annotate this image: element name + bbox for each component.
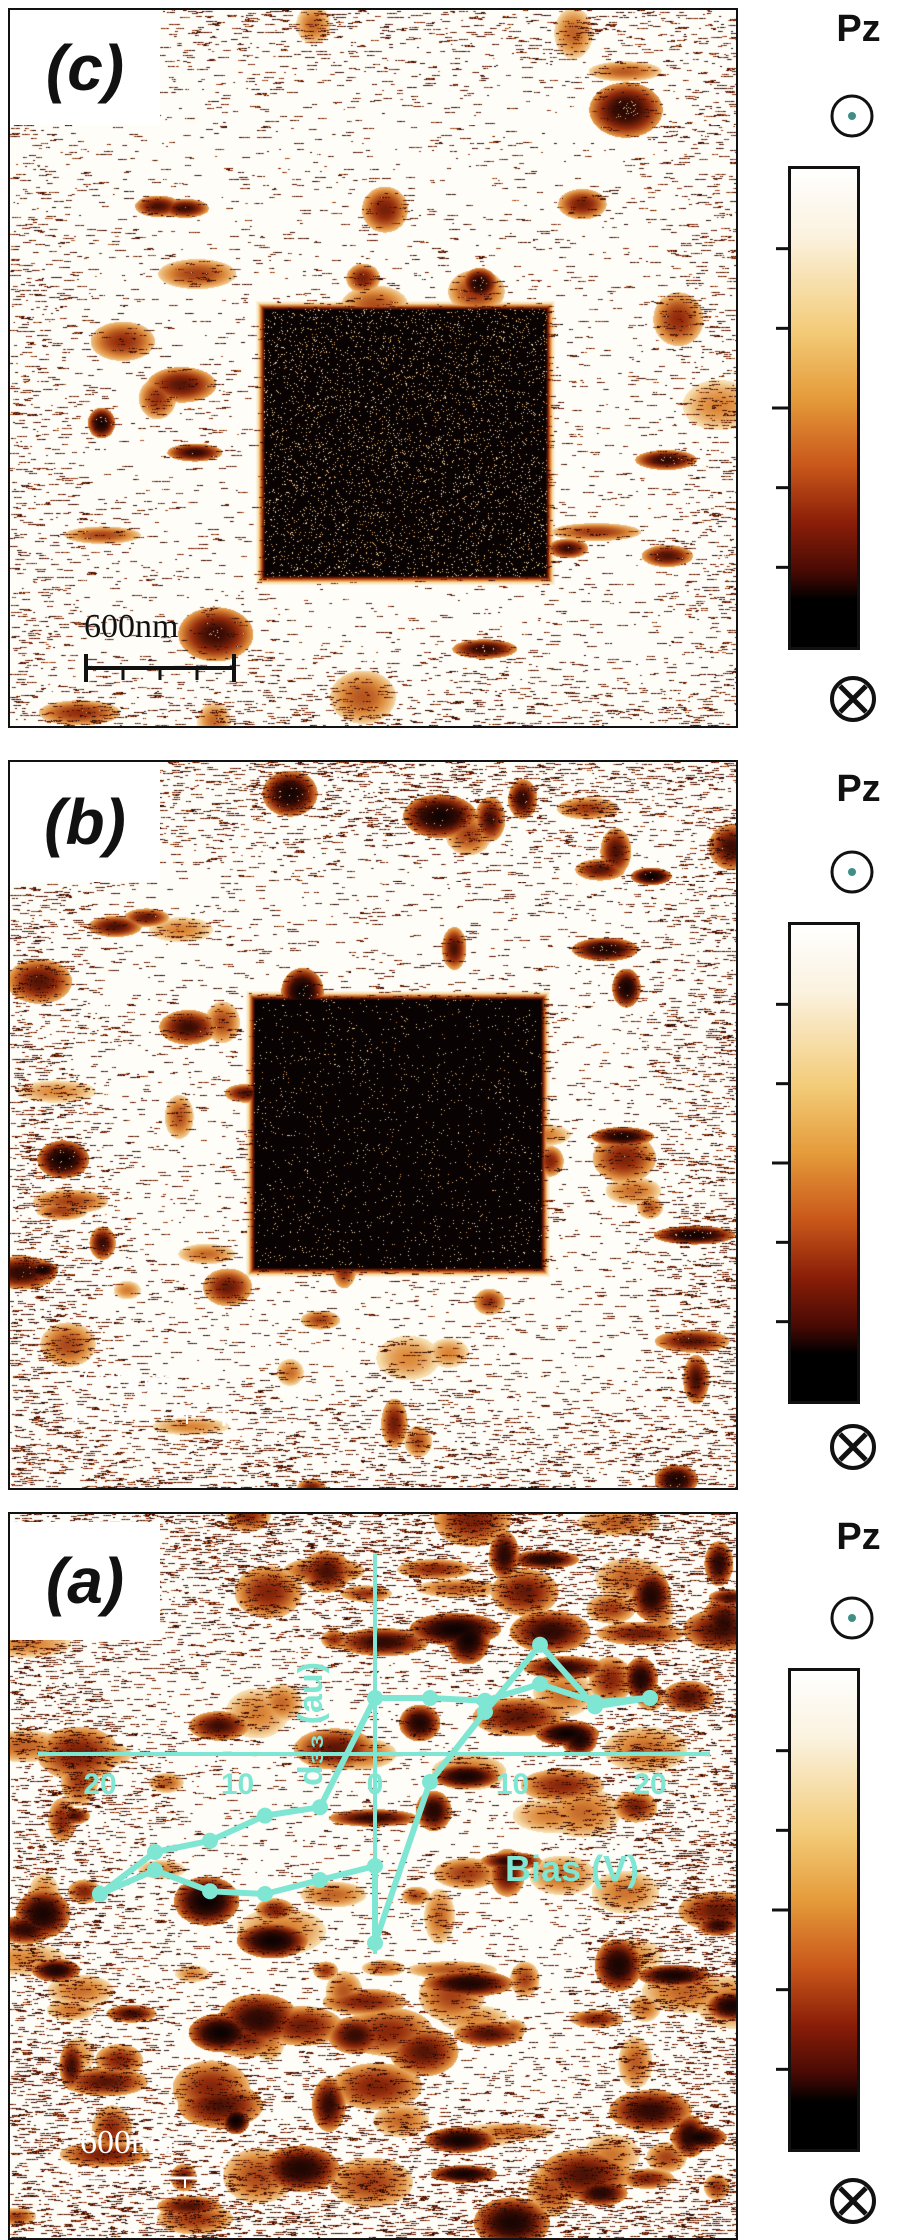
panel-label-a: (a) [10, 1522, 160, 1640]
inset-data-point [202, 1832, 218, 1849]
inset-data-point [367, 1690, 383, 1706]
colorbar-ticks-a [772, 1749, 791, 2071]
inset-data-point [257, 1886, 273, 1902]
inset-data-point [257, 1807, 273, 1824]
pfm-phase-map-b [10, 762, 736, 1488]
out-of-plane-up-icon [830, 850, 874, 894]
scale-bar-label-b: 600nm [82, 1362, 177, 1399]
inset-x-axis-label: Bias (V) [505, 1848, 639, 1889]
colorbar-title-c: Pz [836, 8, 881, 50]
out-of-plane-down-icon [830, 2178, 876, 2224]
inset-data-point [422, 1690, 438, 1706]
inset-data-point [587, 1698, 603, 1715]
inset-tick-label: 20 [83, 1768, 116, 1801]
scale-bar-label-c: 600nm [84, 608, 179, 645]
inset-data-point [312, 1799, 328, 1816]
colorbar-ticks-c [772, 247, 791, 569]
inset-data-point [422, 1774, 438, 1790]
inset-data-point [642, 1690, 658, 1706]
inset-data-point [477, 1692, 493, 1709]
out-of-plane-up-icon [830, 1596, 874, 1640]
colorbar-title-b: Pz [836, 768, 881, 810]
inset-data-point [367, 1858, 383, 1874]
out-of-plane-down-icon [830, 1424, 876, 1470]
inset-tick-labels: 20 10 0 10 20 [83, 1768, 666, 1801]
inset-data-point [202, 1883, 218, 1900]
scale-bar-b [74, 1402, 226, 1426]
pfm-image-b: (b) 600nm [8, 760, 738, 1490]
inset-data-point [312, 1872, 328, 1888]
inset-y-axis-label: d₃₃ (au) [292, 1662, 330, 1786]
pfm-phase-map-c [10, 10, 736, 726]
hysteresis-inset-plot: 20 10 0 10 20 d₃₃ (au) Bias (V) [38, 1554, 710, 1954]
inset-data-point [147, 1844, 163, 1860]
colorbar-b: Pz [760, 752, 897, 1492]
scale-bar-label-a: 600nm [80, 2124, 175, 2161]
inset-data-point [477, 1704, 493, 1720]
inset-data-point [532, 1636, 548, 1653]
out-of-plane-down-icon [830, 676, 876, 722]
out-of-plane-up-icon [830, 94, 874, 138]
scale-bar-a [72, 2168, 224, 2190]
inset-data-point [92, 1886, 108, 1902]
panel-label-c: (c) [10, 10, 160, 125]
panel-label-b: (b) [10, 762, 160, 882]
inset-data-point [532, 1676, 548, 1692]
inset-data-point [147, 1862, 163, 1879]
colorbar-c: Pz [760, 0, 897, 740]
scale-bar-c [84, 654, 236, 682]
inset-tick-label: 10 [221, 1768, 254, 1801]
colorbar-ticks-b [772, 1002, 791, 1324]
colorbar-title-a: Pz [836, 1516, 881, 1558]
inset-tick-label: 20 [633, 1768, 666, 1801]
colorbar-a: Pz [760, 1500, 897, 2240]
inset-data-point [367, 1935, 383, 1951]
inset-series-lower [98, 1641, 651, 1946]
pfm-image-a: (a) 20 10 0 10 20 d₃₃ (au) Bias (V) 600nm [8, 1512, 738, 2240]
inset-points [92, 1636, 658, 1951]
inset-tick-label: 10 [496, 1768, 529, 1801]
inset-tick-label: 0 [367, 1768, 384, 1801]
pfm-image-c: (c) 600nm [8, 8, 738, 728]
